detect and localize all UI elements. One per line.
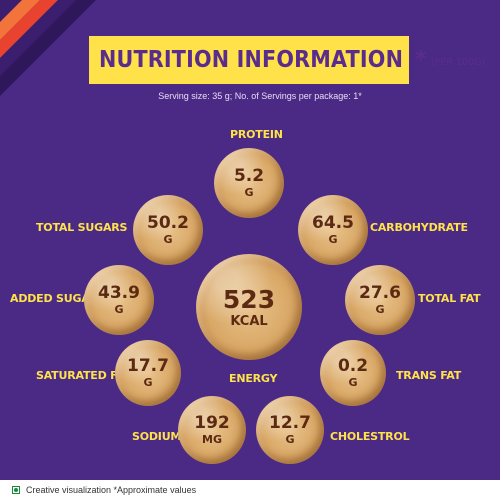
total-fat-unit: G — [375, 303, 385, 316]
energy-label: ENERGY — [229, 372, 278, 385]
total-sugars-ball: 50.2 G — [133, 195, 203, 265]
added-sugars-ball: 43.9 G — [84, 265, 154, 335]
carbohydrate-unit: G — [328, 233, 338, 246]
total-fat-ball: 27.6 G — [345, 265, 415, 335]
sodium-label: SODIUM — [132, 430, 182, 443]
energy-ball: 523 KCAL — [196, 254, 302, 360]
sodium-unit: MG — [202, 433, 222, 446]
carbohydrate-value: 64.5 — [312, 213, 354, 233]
protein-unit: G — [244, 186, 254, 199]
trans-fat-ball: 0.2 G — [320, 340, 386, 406]
trans-fat-value: 0.2 — [337, 356, 369, 376]
footer-note: Creative visualization *Approximate valu… — [26, 485, 197, 495]
protein-ball: 5.2 G — [214, 148, 284, 218]
sodium-value: 192 — [194, 413, 230, 433]
cholestrol-label: CHOLESTROL — [330, 430, 410, 443]
page-title: NUTRITION INFORMATION — [99, 47, 404, 73]
saturated-fat-value: 17.7 — [127, 356, 169, 376]
cholestrol-ball: 12.7 G — [256, 396, 324, 464]
added-sugars-value: 43.9 — [98, 283, 140, 303]
added-sugars-unit: G — [114, 303, 124, 316]
footer-bar: Creative visualization *Approximate valu… — [0, 480, 500, 500]
protein-label: PROTEIN — [230, 128, 283, 141]
trans-fat-unit: G — [348, 376, 358, 389]
protein-value: 5.2 — [233, 166, 265, 186]
title-banner: NUTRITION INFORMATION * (PER 100G) — [89, 36, 485, 84]
veg-mark-icon — [12, 486, 20, 494]
title-per-100g: (PER 100G) — [430, 56, 486, 68]
total-sugars-label: TOTAL SUGARS — [36, 221, 128, 234]
sodium-ball: 192 MG — [178, 396, 246, 464]
total-sugars-unit: G — [163, 233, 173, 246]
cholestrol-unit: G — [285, 433, 295, 446]
cholestrol-value: 12.7 — [269, 413, 311, 433]
trans-fat-label: TRANS FAT — [396, 369, 462, 382]
carbohydrate-ball: 64.5 G — [298, 195, 368, 265]
saturated-fat-label: SATURATED FAT — [36, 369, 131, 382]
total-sugars-value: 50.2 — [147, 213, 189, 233]
saturated-fat-unit: G — [143, 376, 153, 389]
total-fat-label: TOTAL FAT — [418, 292, 481, 305]
title-asterisk: * — [414, 47, 427, 73]
serving-info: Serving size: 35 g; No. of Servings per … — [158, 91, 362, 101]
energy-value: 523 — [222, 284, 276, 314]
energy-unit: KCAL — [230, 313, 268, 329]
total-fat-value: 27.6 — [359, 283, 401, 303]
carbohydrate-label: CARBOHYDRATE — [370, 221, 468, 234]
saturated-fat-ball: 17.7 G — [115, 340, 181, 406]
added-sugars-label: ADDED SUGARS — [10, 292, 106, 305]
